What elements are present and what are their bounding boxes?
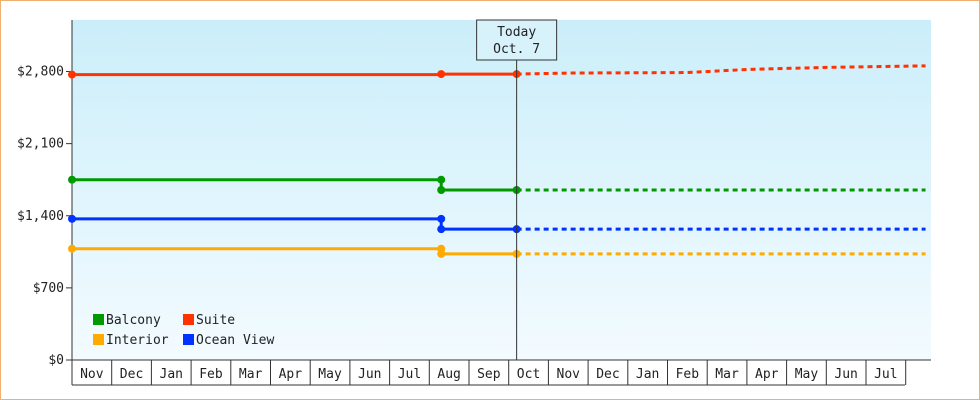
- legend: Balcony Suite Interior Ocean View: [93, 313, 274, 348]
- x-tick-label: Jun: [834, 367, 857, 382]
- suite-forecast-line: [516, 64, 926, 76]
- x-tick-label: Apr: [279, 367, 303, 382]
- x-tick-label: Apr: [755, 367, 779, 382]
- suite-data-point: [68, 70, 76, 79]
- x-tick-label: May: [795, 367, 819, 382]
- today-label: Today: [497, 25, 536, 40]
- series-interior: [68, 244, 926, 258]
- legend-swatch-suite: [183, 314, 194, 325]
- x-tick-label: Jan: [636, 367, 659, 382]
- x-tick-label: Sep: [477, 367, 501, 382]
- legend-swatch-balcony: [93, 314, 104, 325]
- y-tick-label: $0: [48, 353, 64, 368]
- series-ocean-view: [68, 214, 926, 234]
- balcony-history-line: [72, 178, 517, 192]
- legend-label-suite: Suite: [196, 313, 235, 328]
- balcony-data-point: [437, 175, 446, 184]
- x-tick-label: Nov: [557, 367, 581, 382]
- x-tick-label: Jan: [160, 367, 183, 382]
- today-date: Oct. 7: [493, 42, 540, 57]
- y-axis: $0 $700 $1,400 $2,100 $2,800: [17, 20, 73, 368]
- x-tick-label: Jun: [358, 367, 381, 382]
- today-marker: Today Oct. 7: [476, 19, 558, 360]
- y-tick-label: $1,400: [17, 209, 64, 224]
- x-tick-label: Feb: [199, 367, 223, 382]
- x-tick-label: Dec: [596, 367, 619, 382]
- interior-data-point: [437, 249, 446, 258]
- today-box: [476, 19, 558, 61]
- x-tick-label: Jul: [398, 367, 421, 382]
- suite-data-point: [437, 70, 446, 79]
- legend-swatch-ocean-view: [183, 334, 194, 345]
- x-tick-label: Feb: [676, 367, 700, 382]
- x-tick-label: Mar: [239, 367, 263, 382]
- x-tick-label: Nov: [80, 367, 104, 382]
- series-layer: [68, 64, 926, 258]
- legend-swatch-interior: [93, 334, 104, 345]
- legend-label-ocean-view: Ocean View: [196, 333, 274, 348]
- ocean-view-history-line: [72, 217, 517, 231]
- x-tick-label: Jul: [874, 367, 897, 382]
- x-tick-label: May: [318, 367, 342, 382]
- x-tick-label: Aug: [437, 367, 460, 382]
- ocean-view-data-point: [68, 214, 76, 223]
- suite-history-line: [72, 72, 517, 77]
- y-tick-label: $700: [33, 281, 64, 296]
- ocean-view-data-point: [437, 214, 446, 223]
- interior-data-point: [68, 244, 76, 253]
- balcony-data-point: [68, 175, 76, 184]
- y-tick-label: $2,100: [17, 137, 64, 152]
- series-balcony: [68, 175, 926, 194]
- y-tick-label: $2,800: [17, 65, 64, 80]
- x-axis: Nov Dec Jan Feb Mar Apr May Jun Jul Aug Sep Oct Nov D…: [71, 359, 931, 386]
- x-tick-label: Oct: [517, 367, 540, 382]
- ocean-view-data-point: [437, 225, 446, 234]
- legend-label-interior: Interior: [106, 333, 169, 348]
- legend-label-balcony: Balcony: [106, 313, 161, 328]
- series-suite: [68, 64, 926, 79]
- x-tick-label: Mar: [715, 367, 739, 382]
- x-tick-label: Dec: [120, 367, 143, 382]
- balcony-data-point: [437, 186, 446, 194]
